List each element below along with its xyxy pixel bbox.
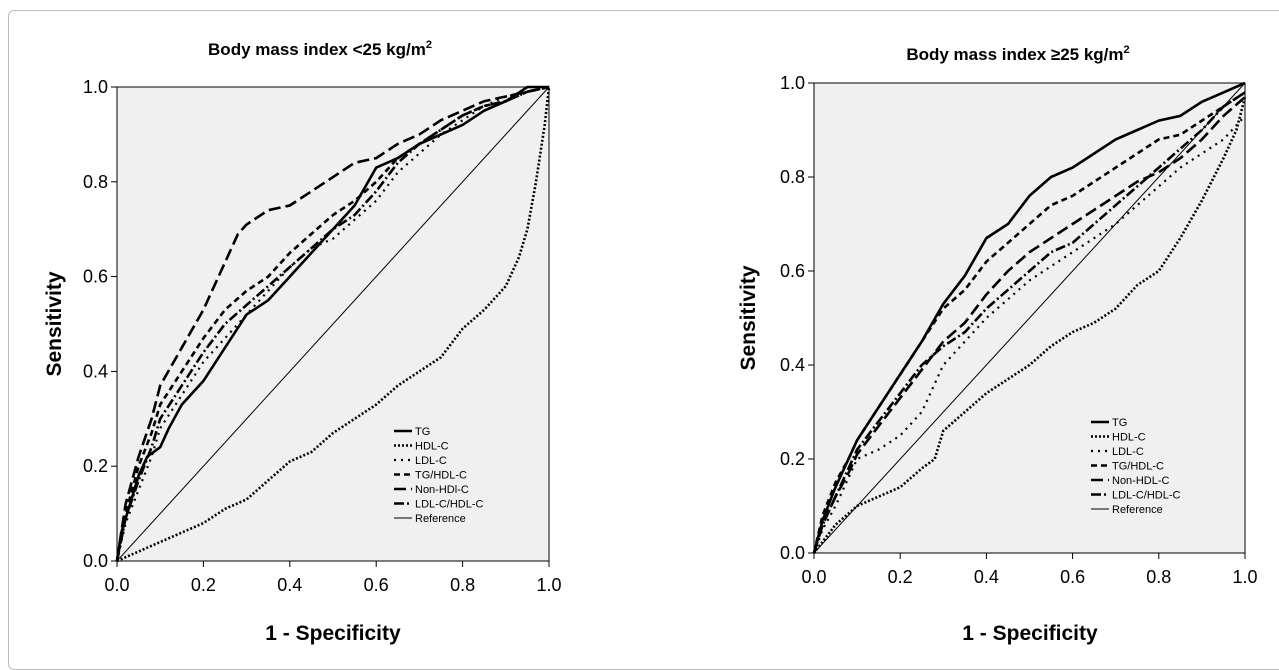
series-line	[116, 86, 551, 563]
series-line	[812, 91, 1246, 554]
chart-title-right: Body mass index ≥25 kg/m2	[906, 44, 1129, 64]
x-tick-label: 0.2	[888, 567, 913, 587]
series-line	[116, 86, 550, 562]
series-line	[115, 85, 550, 562]
x-tick-label: 1.0	[1232, 567, 1257, 587]
legend-label: LDL-C	[415, 455, 447, 467]
legend-label: TG	[1112, 417, 1127, 429]
panel-right: Body mass index ≥25 kg/m2 1 - Specificit…	[737, 44, 1258, 645]
legend-label: LDL-C/HDL-C	[1112, 490, 1181, 502]
series-line	[812, 96, 1246, 554]
x-tick-label: 1.0	[536, 575, 561, 595]
y-tick-label: 0.2	[83, 456, 108, 476]
x-tick-label: 0.4	[974, 567, 999, 587]
series-lines-right	[812, 81, 1247, 554]
legend-label: TG	[415, 426, 430, 438]
y-tick-label: 0.4	[83, 361, 108, 381]
y-axis-label-right: Sensitivity	[737, 265, 760, 370]
legend-label: TG/HDL-C	[1112, 461, 1164, 473]
legend-label: TG/HDL-C	[415, 470, 467, 482]
x-tick-label: 0.4	[277, 575, 302, 595]
chart-title-left: Body mass index <25 kg/m2	[208, 39, 432, 59]
y-tick-label: 0.0	[780, 543, 805, 563]
x-tick-label: 0.0	[801, 567, 826, 587]
y-axis-label-left: Sensitivity	[43, 271, 66, 376]
y-tick-label: 0.0	[83, 551, 108, 571]
x-tick-label: 0.2	[191, 575, 216, 595]
y-tick-label: 0.2	[780, 449, 805, 469]
y-tick-label: 0.4	[780, 355, 805, 375]
legend-label: Non-HDL-C	[1112, 475, 1170, 487]
y-tick-label: 0.6	[83, 267, 108, 287]
legend-label: Reference	[415, 513, 466, 525]
series-line	[115, 85, 550, 562]
x-tick-label: 0.6	[1060, 567, 1085, 587]
legend-left: TG HDL-C LDL-C TG/HDL-C Non-HDl-C LDL-C/HDL-C…	[394, 426, 484, 525]
x-axis-label-right: 1 - Specificity	[962, 622, 1098, 645]
legend-label: LDL-C	[1112, 446, 1144, 458]
y-tick-label: 1.0	[83, 77, 108, 97]
legend-label: Reference	[1112, 504, 1163, 516]
legend-label: LDL-C/HDL-C	[415, 499, 484, 511]
legend-label: HDL-C	[415, 441, 449, 453]
roc-figure: Body mass index <25 kg/m2 1 - Specificit…	[43, 39, 1258, 645]
series-line	[813, 82, 1246, 554]
x-tick-label: 0.6	[364, 575, 389, 595]
legend-label: HDL-C	[1112, 432, 1146, 444]
x-tick-label: 0.8	[450, 575, 475, 595]
y-tick-label: 0.8	[780, 167, 805, 187]
x-tick-label: 0.8	[1146, 567, 1171, 587]
x-axis-label-left: 1 - Specificity	[265, 622, 401, 645]
axis-ticks-right: 0.0 0.2 0.4 0.6 0.8 1.0 0.0 0.2 0.4 0.6 0.8 1.0	[780, 73, 1258, 587]
x-tick-label: 0.0	[104, 575, 129, 595]
y-tick-label: 1.0	[780, 73, 805, 93]
y-tick-label: 0.6	[780, 261, 805, 281]
panel-left: Body mass index <25 kg/m2 1 - Specificit…	[43, 39, 562, 645]
legend-right: TG HDL-C LDL-C TG/HDL-C Non-HDL-C LDL-C/HDL-C…	[1091, 417, 1181, 516]
y-tick-label: 0.8	[83, 172, 108, 192]
series-line	[812, 96, 1247, 554]
series-lines-left	[115, 85, 551, 563]
legend-label: Non-HDl-C	[415, 484, 469, 496]
series-line	[812, 91, 1246, 554]
axis-ticks-left: 0.0 0.2 0.4 0.6 0.8 1.0 0.0 0.2 0.4 0.6 0.8 1.0	[83, 77, 562, 595]
